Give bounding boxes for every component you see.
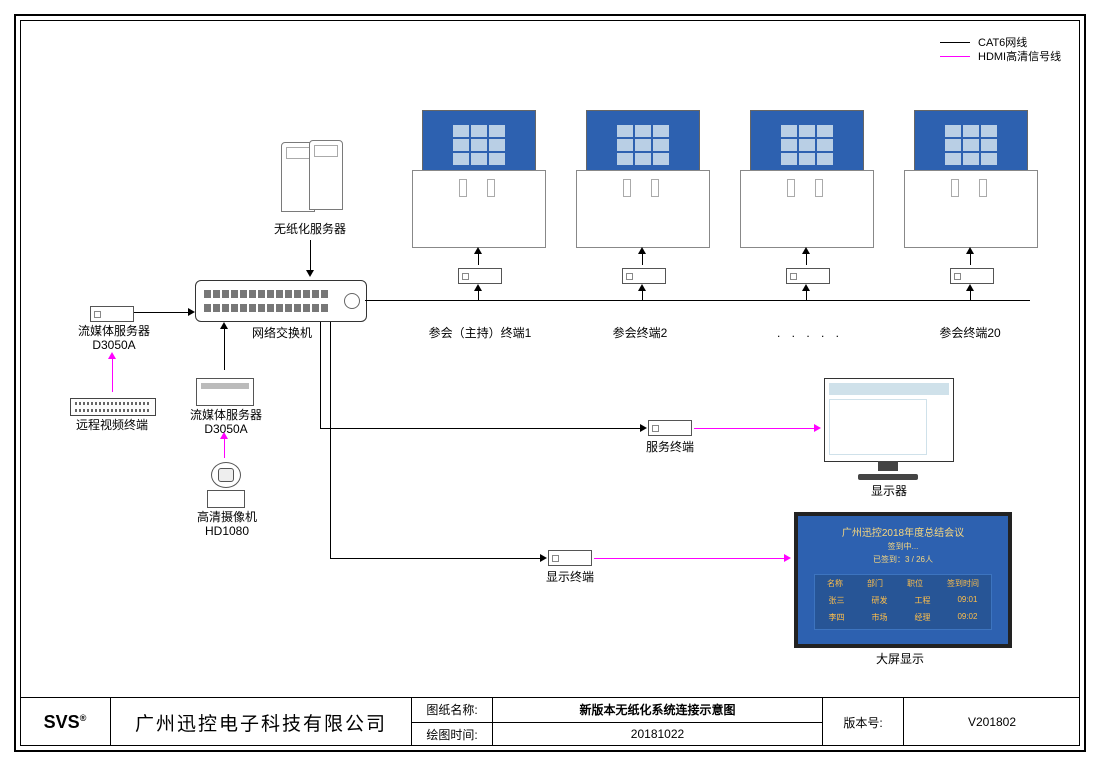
- arrow-t3-a: [802, 247, 810, 254]
- edge-to-service: [320, 428, 640, 429]
- terminal-1-box: [458, 268, 502, 284]
- service-terminal-box: [648, 420, 692, 436]
- monitor-label: 显示器: [864, 484, 914, 500]
- remote-video-icon: [70, 398, 156, 416]
- big-screen-icon: 广州迅控2018年度总结会议 签到中... 已签到：3 / 26人 名称部门职位…: [794, 512, 1012, 648]
- edge-media-a-switch: [134, 312, 188, 313]
- edge-server-switch: [310, 240, 311, 270]
- terminal-3-icon: [740, 110, 872, 250]
- arrow-media-a-switch: [188, 308, 195, 316]
- arrow-to-service: [640, 424, 647, 432]
- legend-line-cat6: [940, 42, 970, 43]
- edge-bus-top: [365, 300, 1030, 301]
- edge-display-bigscreen: [594, 558, 784, 559]
- arrow-media-b-switch: [220, 322, 228, 329]
- terminal-20-icon: [904, 110, 1036, 250]
- arrow-remote-media-a: [108, 352, 116, 359]
- date-val: 20181022: [493, 723, 822, 747]
- terminal-1-icon: [412, 110, 544, 250]
- paperless-server-label: 无纸化服务器: [270, 222, 350, 238]
- media-server-b-icon: [196, 378, 254, 406]
- diagram-canvas: CAT6网线 HDMI高清信号线 无纸化服务器 网络交换机 流媒体服务器 D30…: [0, 0, 1100, 766]
- title-block: SVS® 广州迅控电子科技有限公司 图纸名称: 新版本无纸化系统连接示意图 绘图…: [20, 697, 1080, 746]
- media-server-a-icon: [90, 306, 134, 322]
- monitor-icon: [824, 378, 954, 480]
- paperless-server-icon: [275, 140, 345, 215]
- display-terminal-label: 显示终端: [540, 570, 600, 586]
- service-terminal-label: 服务终端: [640, 440, 700, 456]
- date-key: 绘图时间:: [412, 723, 493, 747]
- drawing-name-val: 新版本无纸化系统连接示意图: [493, 698, 822, 722]
- hd-camera-icon: [203, 462, 247, 508]
- terminal-3-box: [786, 268, 830, 284]
- arrow-t20-a: [966, 247, 974, 254]
- edge-to-display: [330, 558, 540, 559]
- arrow-server-switch: [306, 270, 314, 277]
- bigscreen-title: 广州迅控2018年度总结会议: [804, 524, 1002, 539]
- edge-switch-down1: [320, 322, 321, 428]
- arrow-t2-a: [638, 247, 646, 254]
- arrow-camera-media-b: [220, 432, 228, 439]
- bigscreen-subtitle: 签到中...: [804, 541, 1002, 552]
- legend-label-hdmi: HDMI高清信号线: [978, 50, 1061, 64]
- edge-media-b-switch: [224, 324, 225, 370]
- logo-cell: SVS®: [20, 698, 111, 746]
- hd-camera-label2: HD1080: [192, 524, 262, 540]
- drawing-name-key: 图纸名称:: [412, 698, 493, 722]
- edge-camera-media-b: [224, 438, 225, 458]
- mid-cell: 图纸名称: 新版本无纸化系统连接示意图 绘图时间: 20181022: [412, 698, 823, 746]
- legend-label-cat6: CAT6网线: [978, 36, 1027, 50]
- company-cell: 广州迅控电子科技有限公司: [111, 698, 412, 746]
- arrow-t20-b: [966, 284, 974, 291]
- display-terminal-box: [548, 550, 592, 566]
- big-screen-label: 大屏显示: [870, 652, 930, 668]
- ellipsis-label: . . . . .: [770, 326, 850, 342]
- network-switch-label: 网络交换机: [252, 326, 312, 342]
- legend-line-hdmi: [940, 56, 970, 57]
- arrow-t1-b: [474, 284, 482, 291]
- arrow-display-bigscreen: [784, 554, 791, 562]
- arrow-service-monitor: [814, 424, 821, 432]
- terminal-1-label: 参会（主持）终端1: [420, 326, 540, 342]
- bigscreen-count: 已签到：3 / 26人: [804, 554, 1002, 565]
- edge-service-monitor: [694, 428, 814, 429]
- version-key: 版本号:: [823, 698, 904, 746]
- edge-switch-down2: [330, 322, 331, 558]
- arrow-to-display: [540, 554, 547, 562]
- terminal-2-icon: [576, 110, 708, 250]
- edge-remote-media-a: [112, 358, 113, 392]
- terminal-2-label: 参会终端2: [600, 326, 680, 342]
- arrow-t3-b: [802, 284, 810, 291]
- terminal-2-box: [622, 268, 666, 284]
- terminal-20-box: [950, 268, 994, 284]
- arrow-t2-b: [638, 284, 646, 291]
- terminal-20-label: 参会终端20: [930, 326, 1010, 342]
- network-switch-icon: [195, 280, 367, 322]
- version-val: V201802: [904, 698, 1080, 746]
- arrow-t1-a: [474, 247, 482, 254]
- remote-video-label: 远程视频终端: [72, 418, 152, 434]
